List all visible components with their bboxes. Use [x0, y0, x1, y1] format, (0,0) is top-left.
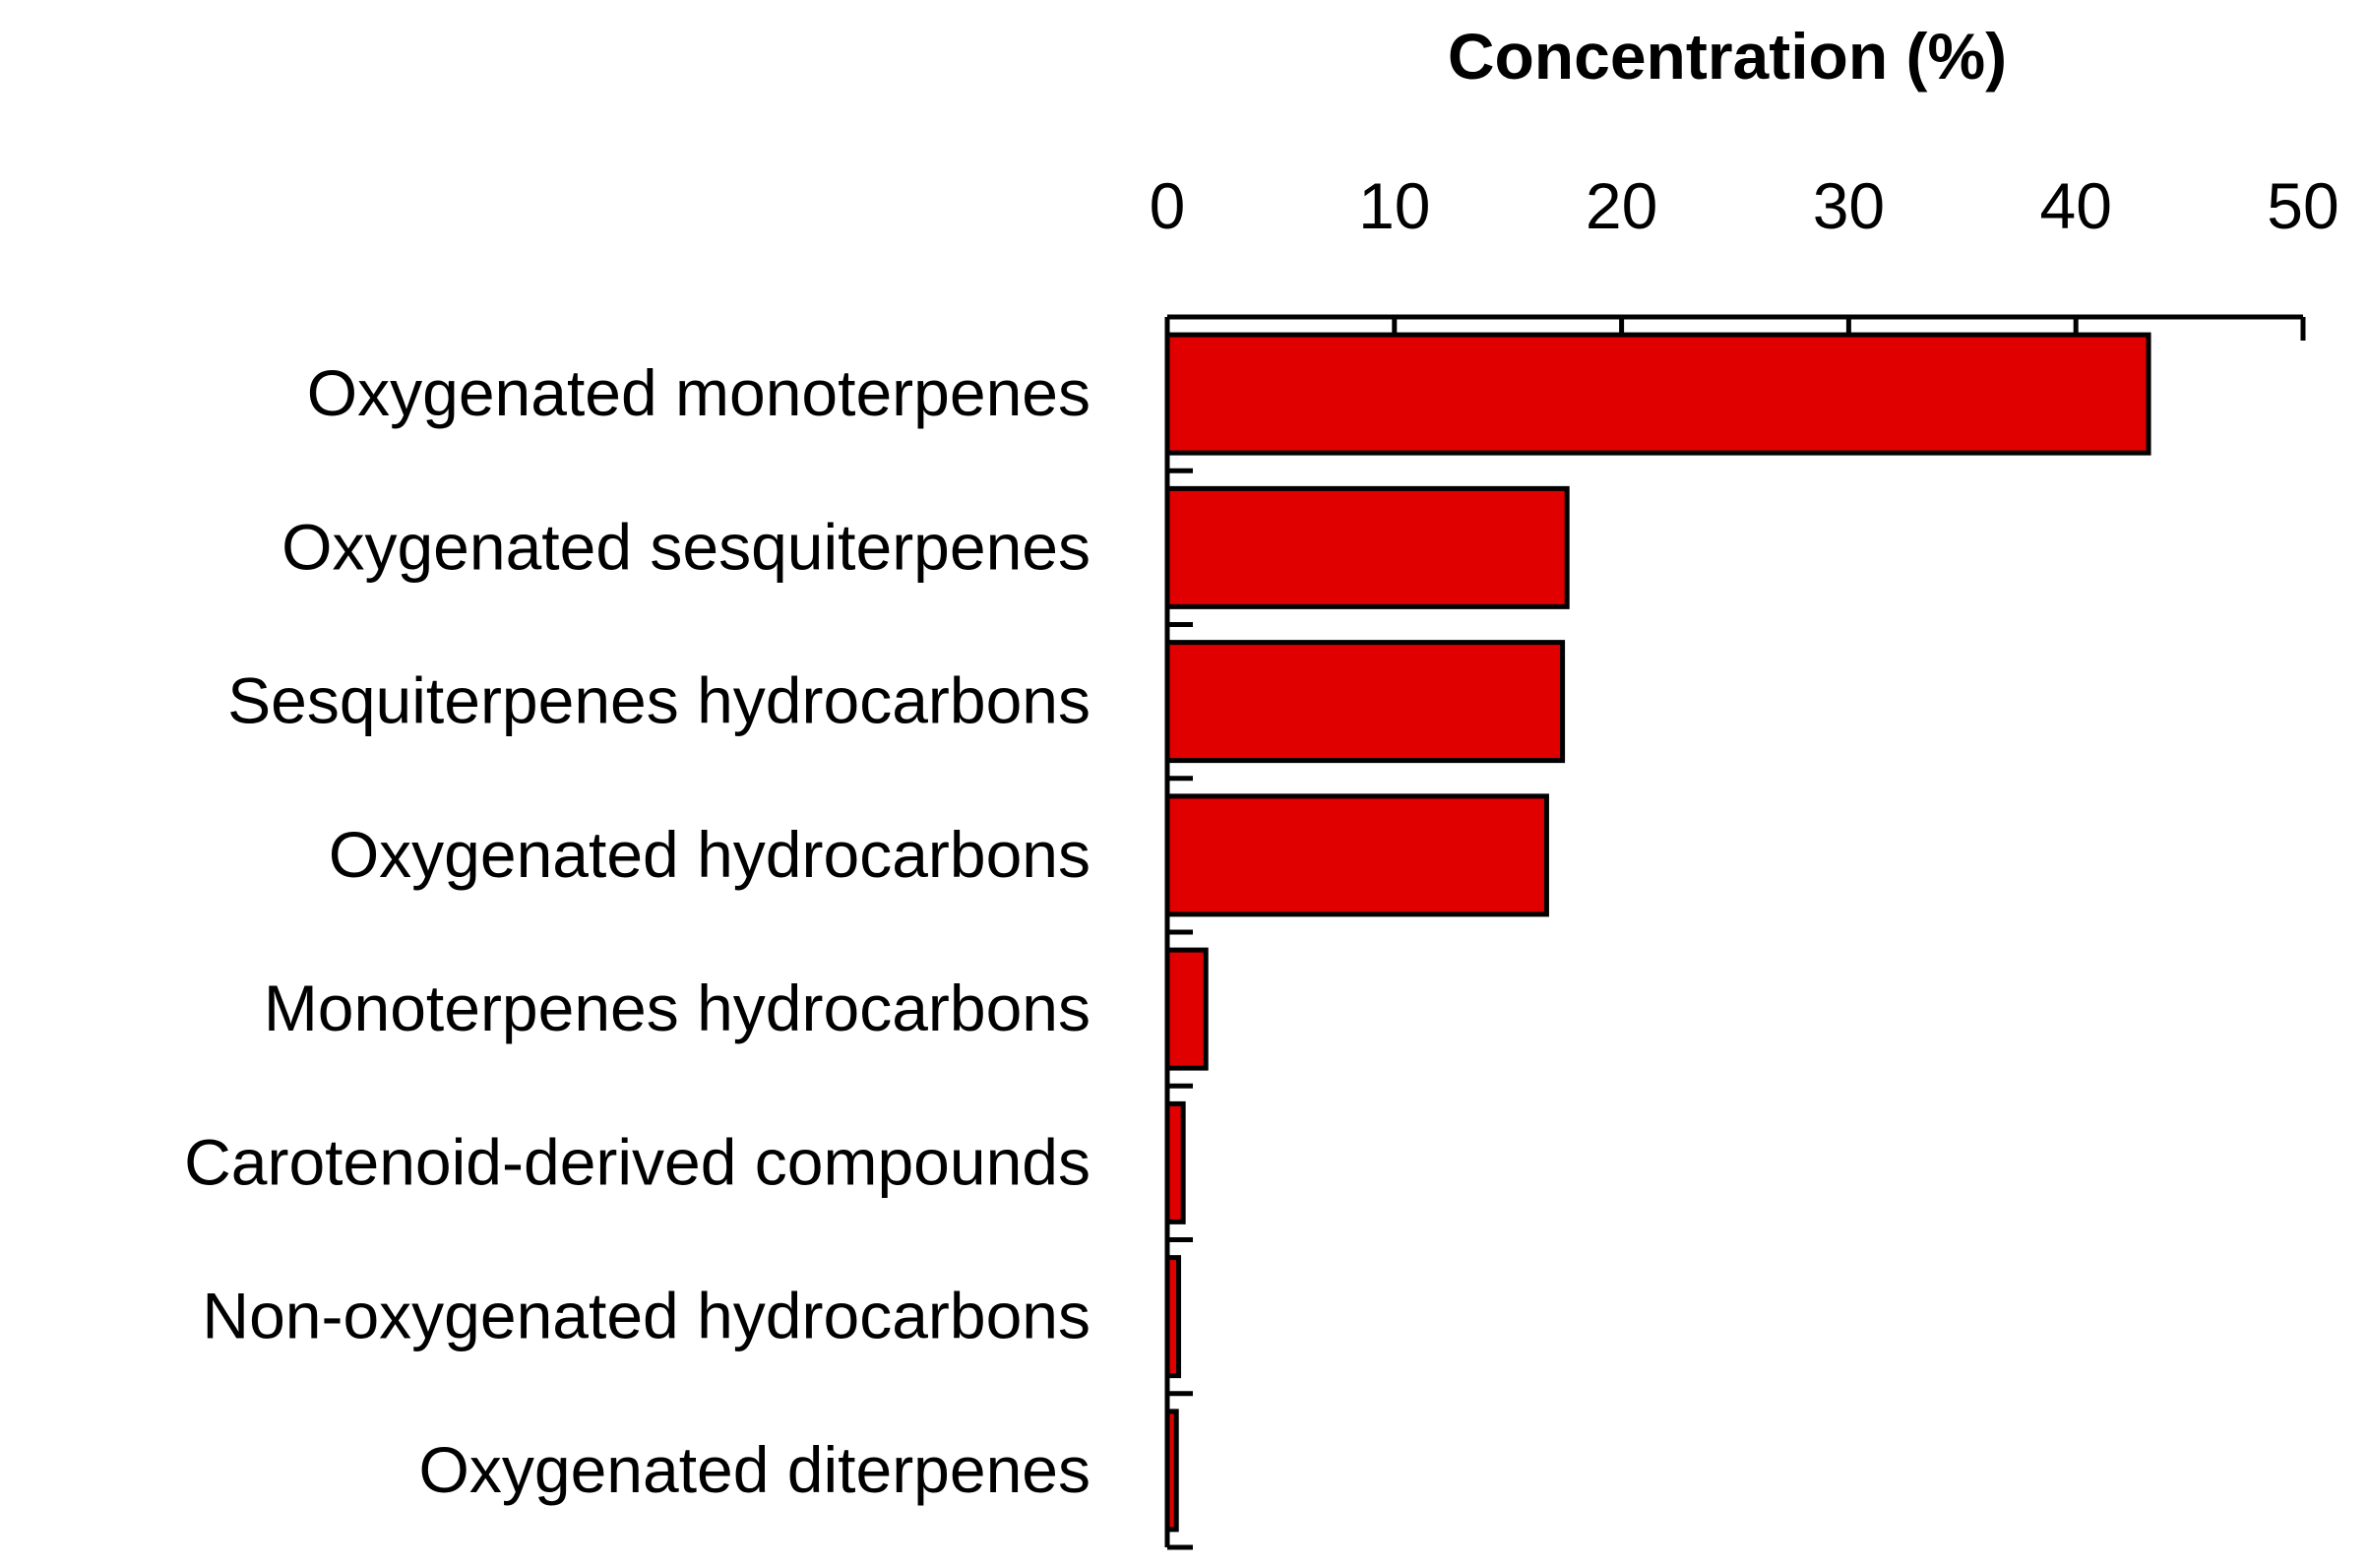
bar	[1164, 332, 2151, 456]
category-label: Non-oxygenated hydrocarbons	[202, 1280, 1091, 1352]
category-labels: Oxygenated monoterpenes Oxygenated sesqui…	[184, 356, 1091, 1506]
bar	[1164, 1255, 1182, 1379]
category-label: Oxygenated diterpenes	[419, 1433, 1091, 1506]
category-label: Oxygenated sesquiterpenes	[281, 510, 1091, 583]
category-label: Sesquiterpenes hydrocarbons	[227, 664, 1091, 737]
x-tick-label: 40	[2039, 169, 2111, 242]
x-tick-label: 50	[2267, 169, 2338, 242]
category-label: Oxygenated monoterpenes	[307, 356, 1091, 429]
category-label: Carotenoid-derived compounds	[184, 1125, 1091, 1198]
category-label: Oxygenated hydrocarbons	[329, 818, 1091, 891]
bar	[1164, 485, 1570, 609]
bars	[1164, 332, 2151, 1533]
x-tick-label: 0	[1150, 169, 1186, 242]
bar	[1164, 1100, 1186, 1224]
category-label: Monoterpenes hydrocarbons	[264, 972, 1091, 1044]
bar	[1164, 793, 1549, 917]
bar	[1164, 947, 1209, 1071]
bar	[1164, 640, 1566, 764]
x-tick-label: 20	[1586, 169, 1657, 242]
x-tick-label: 10	[1358, 169, 1430, 242]
bar	[1164, 1409, 1179, 1533]
x-tick-label: 30	[1813, 169, 1885, 242]
x-tick-labels: 0 10 20 30 40 50	[1150, 169, 2339, 242]
x-axis-title: Concentration (%)	[1448, 20, 2007, 93]
